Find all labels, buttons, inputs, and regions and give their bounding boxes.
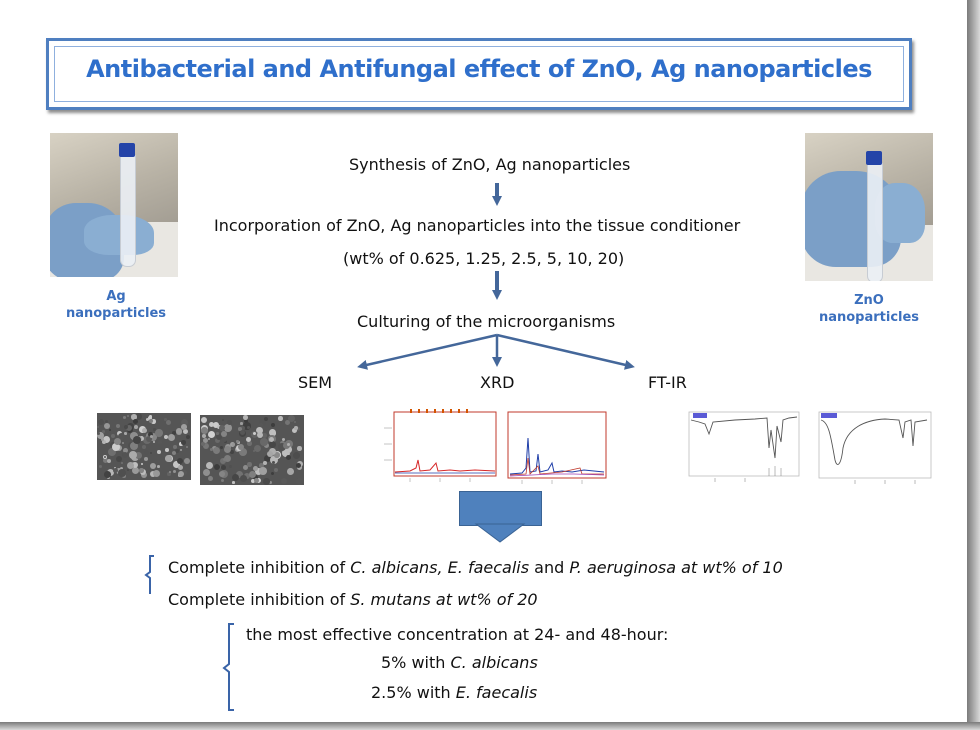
zno-nanoparticles-photo	[805, 133, 933, 281]
step-incorporation: Incorporation of ZnO, Ag nanoparticles i…	[214, 216, 741, 235]
slide-shadow-bottom	[0, 722, 980, 730]
step-culturing: Culturing of the microorganisms	[357, 312, 616, 331]
result-inhibition-20: Complete inhibition of S. mutans at wt% …	[168, 590, 538, 609]
effective-c-albicans: 5% with C. albicans	[381, 653, 538, 672]
branch-arrow-ftir	[496, 333, 635, 370]
results-arrow-box	[459, 491, 542, 526]
slide-shadow-right	[967, 0, 980, 730]
branch-xrd-label: XRD	[480, 373, 515, 392]
branch-sem-label: SEM	[298, 373, 333, 392]
slide: Antibacterial and Antifungal effect of Z…	[46, 0, 968, 722]
branch-arrow-sem	[357, 333, 498, 370]
xrd-pattern-2	[502, 408, 612, 488]
zno-nanoparticles-label: ZnO nanoparticles	[818, 293, 920, 325]
branch-ftir-label: FT-IR	[648, 373, 687, 392]
effective-concentration-heading: the most effective concentration at 24- …	[246, 625, 669, 644]
step-wt-percentages: (wt% of 0.625, 1.25, 2.5, 5, 10, 20)	[343, 249, 625, 268]
page-title: Antibacterial and Antifungal effect of Z…	[86, 55, 872, 83]
ftir-spectrum-1	[685, 408, 803, 488]
step-synthesis: Synthesis of ZnO, Ag nanoparticles	[349, 155, 631, 174]
ftir-spectrum-2	[815, 408, 935, 488]
effective-e-faecalis: 2.5% with E. faecalis	[371, 683, 538, 702]
flow-arrows	[357, 183, 635, 370]
title-box: Antibacterial and Antifungal effect of Z…	[46, 38, 912, 110]
ag-nanoparticles-label: Ag nanoparticles	[65, 289, 167, 321]
result-inhibition-10: Complete inhibition of C. albicans, E. f…	[168, 558, 783, 577]
sem-image-1	[97, 413, 191, 480]
sem-image-2	[200, 415, 304, 485]
ag-nanoparticles-photo	[50, 133, 178, 277]
xrd-pattern-1	[380, 408, 500, 486]
